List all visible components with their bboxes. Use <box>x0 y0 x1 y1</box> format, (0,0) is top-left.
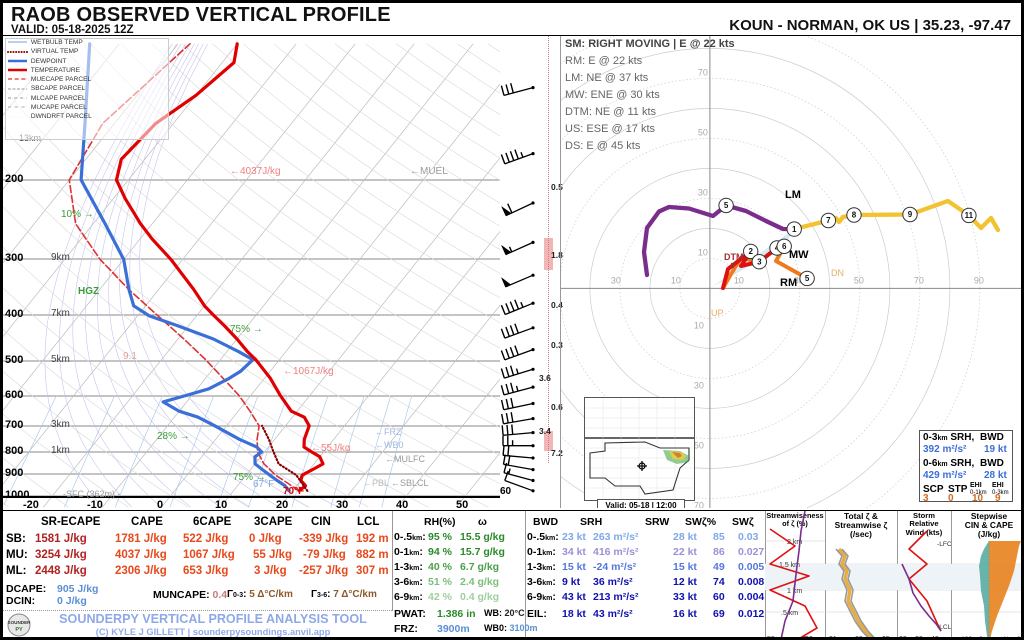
svg-text:7: 7 <box>826 216 831 225</box>
svg-text:20: 20 <box>899 636 907 638</box>
svg-text:-100: -100 <box>959 636 972 638</box>
svg-text:.01: .01 <box>827 636 837 638</box>
svg-text:5: 5 <box>724 201 729 210</box>
svg-text:50: 50 <box>698 127 708 137</box>
svg-text:70: 70 <box>698 67 708 77</box>
svg-text:30: 30 <box>611 275 621 285</box>
svg-text:2k: 2k <box>1017 636 1024 638</box>
svg-text:9: 9 <box>908 210 913 219</box>
svg-text:30: 30 <box>698 187 708 197</box>
svg-text:SOUNDER: SOUNDER <box>8 620 31 625</box>
svg-text:1: 1 <box>792 225 797 234</box>
svg-text:10: 10 <box>734 275 744 285</box>
svg-text:50: 50 <box>767 636 775 638</box>
svg-text:3: 3 <box>757 257 762 266</box>
svg-text:50: 50 <box>694 440 704 450</box>
svg-text:.05: .05 <box>880 636 890 638</box>
svg-text:50: 50 <box>854 275 864 285</box>
svg-text:10: 10 <box>671 275 681 285</box>
svg-text:-LFC: -LFC <box>937 541 951 548</box>
svg-text:PY: PY <box>15 627 23 633</box>
svg-text:10: 10 <box>694 320 704 330</box>
svg-text:1k: 1k <box>1003 636 1011 638</box>
svg-text:30: 30 <box>694 380 704 390</box>
svg-text:90: 90 <box>974 275 984 285</box>
svg-text:11: 11 <box>965 211 974 220</box>
svg-text:.03: .03 <box>853 636 863 638</box>
svg-text:70: 70 <box>914 275 924 285</box>
svg-text:6: 6 <box>782 242 787 251</box>
svg-text:8: 8 <box>852 211 857 220</box>
svg-text:30: 30 <box>915 636 923 638</box>
svg-text:0: 0 <box>979 636 983 638</box>
svg-text:70: 70 <box>694 500 704 508</box>
svg-text:90: 90 <box>805 636 813 638</box>
svg-text:2: 2 <box>748 247 753 256</box>
svg-text:5: 5 <box>805 274 810 283</box>
svg-text:10: 10 <box>698 247 708 257</box>
svg-text:40: 40 <box>931 636 939 638</box>
